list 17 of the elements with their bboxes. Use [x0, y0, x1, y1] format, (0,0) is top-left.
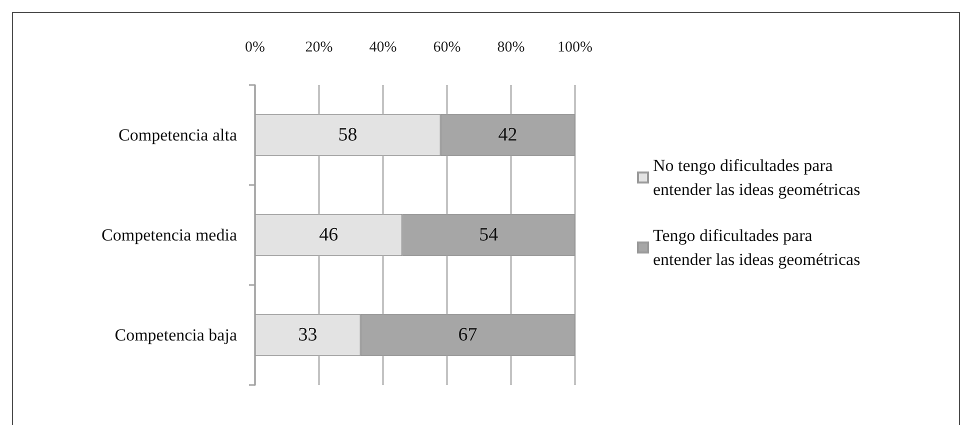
- y-tick-label: Competencia media: [102, 226, 238, 244]
- x-tick-label: 20%: [305, 40, 333, 56]
- data-label: 58: [338, 124, 358, 146]
- data-label: 42: [498, 124, 518, 146]
- legend-label: Tengo dificultades para entender las ideas geométricas: [653, 226, 860, 269]
- x-tick-label: 60%: [433, 40, 461, 56]
- y-tick-label: Competencia alta: [118, 126, 238, 144]
- y-tick-label: Competencia baja: [114, 326, 238, 344]
- data-label: 46: [319, 224, 338, 246]
- x-tick-label: 80%: [497, 40, 525, 56]
- data-label: 54: [479, 224, 499, 246]
- legend-label: No tengo dificultades para entender las ideas geométricas: [653, 156, 860, 199]
- data-label: 67: [458, 324, 478, 346]
- data-label: 33: [298, 324, 318, 346]
- x-tick-label: 0%: [245, 40, 265, 56]
- x-tick-label: 100%: [558, 40, 592, 56]
- x-tick-label: 40%: [369, 40, 397, 56]
